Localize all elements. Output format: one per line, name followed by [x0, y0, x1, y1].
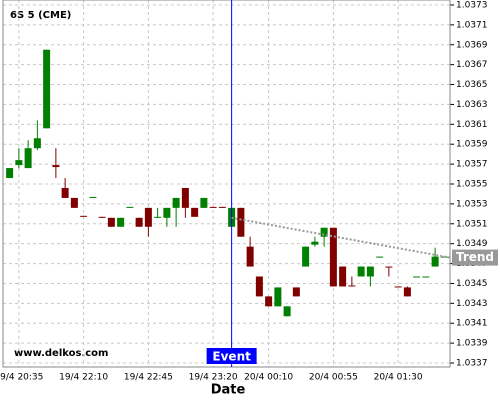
candle-body	[413, 276, 421, 278]
y-tick-label: 1.0359	[456, 140, 488, 150]
watermark: www.delkos.com	[14, 348, 108, 359]
event-label: Event	[212, 350, 251, 364]
candle-body	[70, 197, 78, 208]
candle-body	[302, 246, 310, 267]
candle-body	[154, 216, 162, 218]
candle-body	[33, 138, 41, 149]
candle-body	[431, 256, 439, 267]
event-label-box	[206, 348, 257, 364]
candle-body	[422, 276, 430, 278]
candle-body	[209, 206, 217, 208]
candle-body	[126, 206, 134, 208]
candle-body	[292, 287, 300, 297]
trend-line	[231, 216, 451, 259]
candle-body	[320, 227, 328, 237]
candle-body	[376, 256, 384, 258]
candle-body	[394, 286, 402, 288]
y-tick-label: 1.0371	[456, 20, 488, 30]
candle-body	[191, 207, 199, 217]
x-tick-label: 19/4 23:20	[189, 373, 238, 383]
y-tick-label: 1.0353	[456, 199, 488, 209]
candle-body	[311, 241, 319, 245]
y-tick-label: 1.0337	[456, 359, 488, 369]
candle-body	[107, 217, 115, 227]
candle-body	[144, 207, 152, 227]
candle-body	[80, 215, 88, 217]
candle-body	[403, 287, 411, 297]
x-tick-label: 20/4 01:30	[374, 373, 423, 383]
y-tick-label: 1.0343	[456, 299, 488, 309]
candle-body	[24, 148, 32, 169]
y-tick-label: 1.0367	[456, 60, 488, 70]
y-tick-label: 1.0363	[456, 100, 488, 110]
y-tick-label: 1.0339	[456, 339, 488, 349]
candle-body	[43, 49, 51, 129]
candle-body	[200, 197, 208, 208]
candle-body	[357, 266, 365, 277]
candle-body	[135, 217, 143, 227]
y-tick-label: 1.0345	[456, 279, 488, 289]
y-tick-label: 1.0341	[456, 319, 488, 329]
candle-body	[339, 266, 347, 287]
x-tick-label: 19/4 22:45	[124, 373, 173, 383]
candle-body	[366, 266, 374, 277]
candle-body	[237, 207, 245, 237]
candle-body	[61, 187, 69, 198]
y-tick-label: 1.0369	[456, 40, 488, 50]
candle-body	[255, 276, 263, 297]
candle-body	[6, 168, 14, 179]
candle-body	[274, 287, 282, 307]
trend-label: Trend	[456, 250, 494, 264]
y-tick-label: 1.0365	[456, 80, 488, 90]
candle-body	[172, 197, 180, 208]
x-axis-label: Date	[211, 383, 246, 398]
y-tick-label: 1.0355	[456, 179, 488, 189]
candle-body	[218, 206, 226, 208]
x-tick-label: 20/4 00:10	[244, 373, 293, 383]
x-tick-label: 20/4 00:55	[309, 373, 358, 383]
plot-frame	[2, 0, 451, 368]
y-tick-label: 1.0357	[456, 160, 488, 170]
trend-label-box	[452, 249, 498, 266]
candle-body	[246, 246, 254, 267]
candle-body	[329, 227, 337, 287]
y-tick-label: 1.0361	[456, 120, 488, 130]
candle-body	[163, 207, 171, 218]
candle-body	[181, 187, 189, 208]
y-tick-label: 1.0351	[456, 219, 488, 229]
candle-body	[348, 285, 356, 287]
candle-body	[117, 217, 125, 227]
candle-body	[89, 196, 97, 198]
chart-title: 6S 5 (CME)	[10, 10, 71, 21]
candle-body	[265, 296, 273, 307]
x-tick-label: 19/4 20:35	[0, 373, 43, 383]
y-tick-label: 1.0373	[456, 0, 488, 10]
plot: 1.03371.03391.03411.03431.03451.03471.03…	[0, 0, 498, 383]
candle-body	[283, 306, 291, 317]
y-tick-label: 1.0349	[456, 239, 488, 249]
candle-body	[385, 266, 393, 268]
candle-body	[15, 160, 23, 166]
x-tick-label: 19/4 22:10	[59, 373, 108, 383]
candle-body	[52, 165, 60, 168]
candle-body	[98, 216, 106, 218]
